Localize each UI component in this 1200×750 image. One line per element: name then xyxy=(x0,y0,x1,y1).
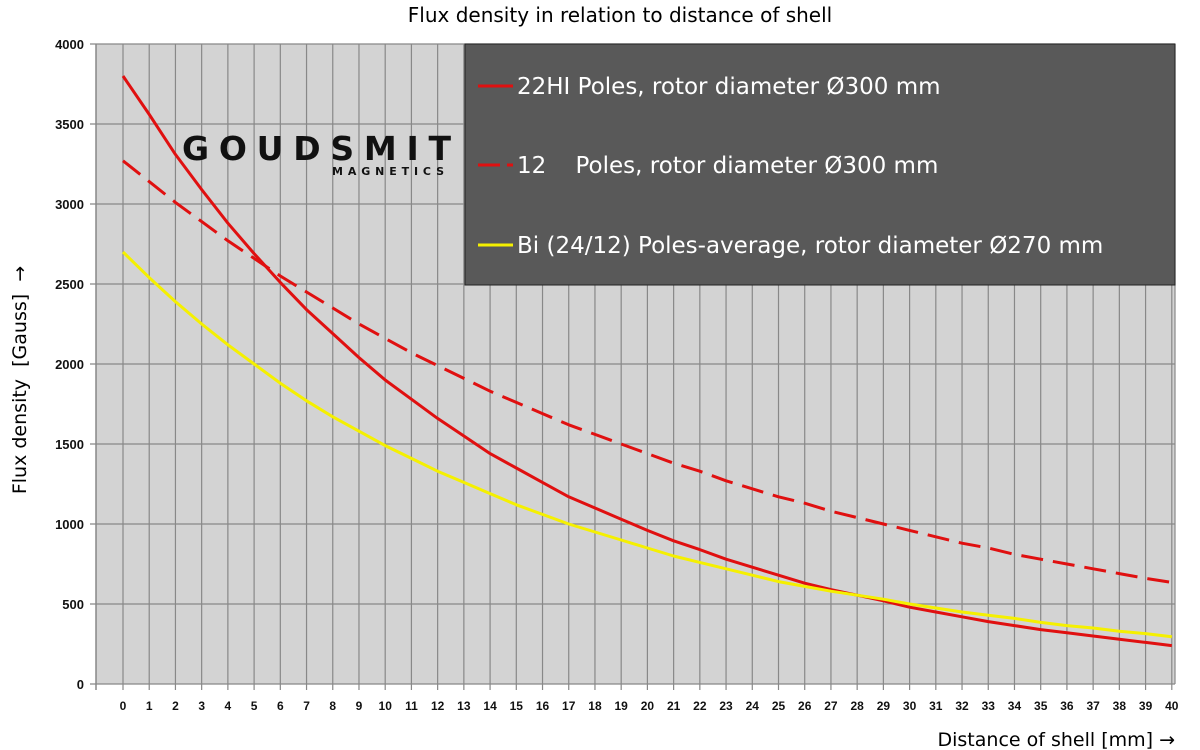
x-tick-label: 1 xyxy=(146,699,153,713)
y-tick-label: 4000 xyxy=(55,37,84,52)
y-tick-labels: 0 500 1000 1500 2000 2500 3000 3500 4000 xyxy=(55,37,84,692)
series-line-2 xyxy=(121,250,1172,639)
y-tick-label: 3000 xyxy=(55,197,84,212)
svg-text:GOUDSMIT: GOUDSMIT xyxy=(182,129,452,168)
x-tick-label: 39 xyxy=(1139,699,1153,713)
x-tick-label: 5 xyxy=(251,699,258,713)
y-tick-label: 1500 xyxy=(55,437,84,452)
x-tick-label: 12 xyxy=(431,699,445,713)
x-tick-label: 30 xyxy=(903,699,917,713)
x-tick-label: 11 xyxy=(405,699,418,713)
x-tick-label: 20 xyxy=(641,699,655,713)
series-lines xyxy=(121,75,1173,648)
x-tick-label: 8 xyxy=(329,699,336,713)
x-tick-label: 10 xyxy=(379,699,393,713)
legend-item-bi: Bi (24/12) Poles-average, rotor diameter… xyxy=(517,233,1103,259)
x-tick-label: 4 xyxy=(225,699,232,713)
x-tick-label: 24 xyxy=(746,699,760,713)
legend-item-22hi: 22HI Poles, rotor diameter Ø300 mm xyxy=(517,74,941,100)
y-tick-label: 2000 xyxy=(55,357,84,372)
x-tick-label: 7 xyxy=(303,699,310,713)
x-tick-label: 13 xyxy=(457,699,471,713)
x-tick-label: 36 xyxy=(1060,699,1074,713)
x-tick-label: 17 xyxy=(562,699,576,713)
x-tick-label: 40 xyxy=(1165,699,1179,713)
x-tick-label: 33 xyxy=(982,699,996,713)
series-line-1 xyxy=(122,159,1173,584)
x-tick-label: 14 xyxy=(483,699,497,713)
x-tick-label: 35 xyxy=(1034,699,1048,713)
x-tick-labels: 0 1 2 3 4 5 6 7 8 9 10 11 12 13 14 15 16 17 18 19 20 21 22 23 24… xyxy=(120,699,1179,713)
y-tick-label: 0 xyxy=(77,677,84,692)
x-tick-label: 6 xyxy=(277,699,284,713)
chart-title: Flux density in relation to distance of … xyxy=(408,3,832,27)
legend-item-12-poles: 12 Poles, rotor diameter Ø300 mm xyxy=(517,153,938,179)
legend: 22HI Poles, rotor diameter Ø300 mm 12 Po… xyxy=(464,43,1176,286)
x-tick-label: 16 xyxy=(536,699,550,713)
x-tick-label: 34 xyxy=(1008,699,1022,713)
x-tick-label: 15 xyxy=(510,699,524,713)
x-tick-label: 23 xyxy=(719,699,733,713)
y-tick-label: 1000 xyxy=(55,517,84,532)
y-tick-label: 3500 xyxy=(55,117,84,132)
x-tick-label: 29 xyxy=(877,699,891,713)
y-axis-label: Flux density [Gauss] → xyxy=(9,266,31,494)
x-tick-label: 32 xyxy=(955,699,969,713)
legend-box xyxy=(464,43,1176,286)
x-tick-label: 31 xyxy=(929,699,943,713)
x-tick-label: 22 xyxy=(693,699,707,713)
x-tick-label: 3 xyxy=(198,699,205,713)
x-tick-label: 2 xyxy=(172,699,179,713)
y-tick-label: 2500 xyxy=(55,277,84,292)
x-tick-label: 19 xyxy=(615,699,629,713)
grid xyxy=(90,43,1176,690)
y-tick-label: 500 xyxy=(62,597,84,612)
series-line-0 xyxy=(121,75,1172,648)
x-tick-label: 18 xyxy=(588,699,602,713)
x-axis-label: Distance of shell [mm] → xyxy=(938,729,1176,750)
x-tick-label: 25 xyxy=(772,699,786,713)
x-tick-label: 28 xyxy=(850,699,864,713)
x-tick-label: 0 xyxy=(120,699,127,713)
x-tick-label: 26 xyxy=(798,699,812,713)
x-tick-label: 38 xyxy=(1113,699,1127,713)
x-tick-label: 9 xyxy=(356,699,363,713)
x-tick-label: 27 xyxy=(824,699,838,713)
x-tick-label: 37 xyxy=(1086,699,1100,713)
x-tick-label: 21 xyxy=(667,699,681,713)
